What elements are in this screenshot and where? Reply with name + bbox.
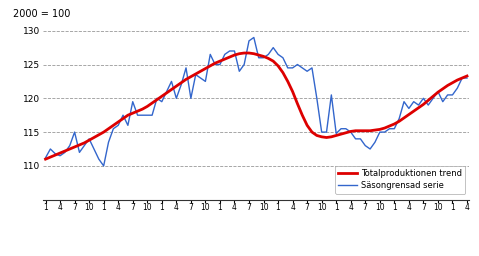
Text: 2000 = 100: 2000 = 100 [13, 9, 70, 19]
Totalproduktionen trend [164, 91, 170, 94]
Legend: Totalproduktionen trend, Säsongrensad serie: Totalproduktionen trend, Säsongrensad se… [335, 166, 465, 194]
Totalproduktionen trend [464, 74, 470, 78]
Totalproduktionen trend [256, 54, 262, 57]
Säsongrensad serie [464, 77, 470, 80]
Säsongrensad serie [52, 152, 58, 155]
Säsongrensad serie [251, 36, 257, 39]
Totalproduktionen trend [440, 87, 445, 90]
Säsongrensad serie [299, 66, 305, 69]
Säsongrensad serie [43, 156, 48, 159]
Line: Totalproduktionen trend: Totalproduktionen trend [46, 53, 467, 159]
Säsongrensad serie [382, 131, 388, 134]
Totalproduktionen trend [241, 51, 247, 55]
Säsongrensad serie [101, 164, 106, 167]
Line: Säsongrensad serie: Säsongrensad serie [46, 37, 467, 166]
Säsongrensad serie [164, 90, 170, 93]
Totalproduktionen trend [52, 154, 58, 157]
Totalproduktionen trend [295, 102, 300, 105]
Totalproduktionen trend [43, 158, 48, 161]
Totalproduktionen trend [159, 95, 165, 98]
Säsongrensad serie [261, 56, 266, 59]
Säsongrensad serie [169, 80, 174, 83]
